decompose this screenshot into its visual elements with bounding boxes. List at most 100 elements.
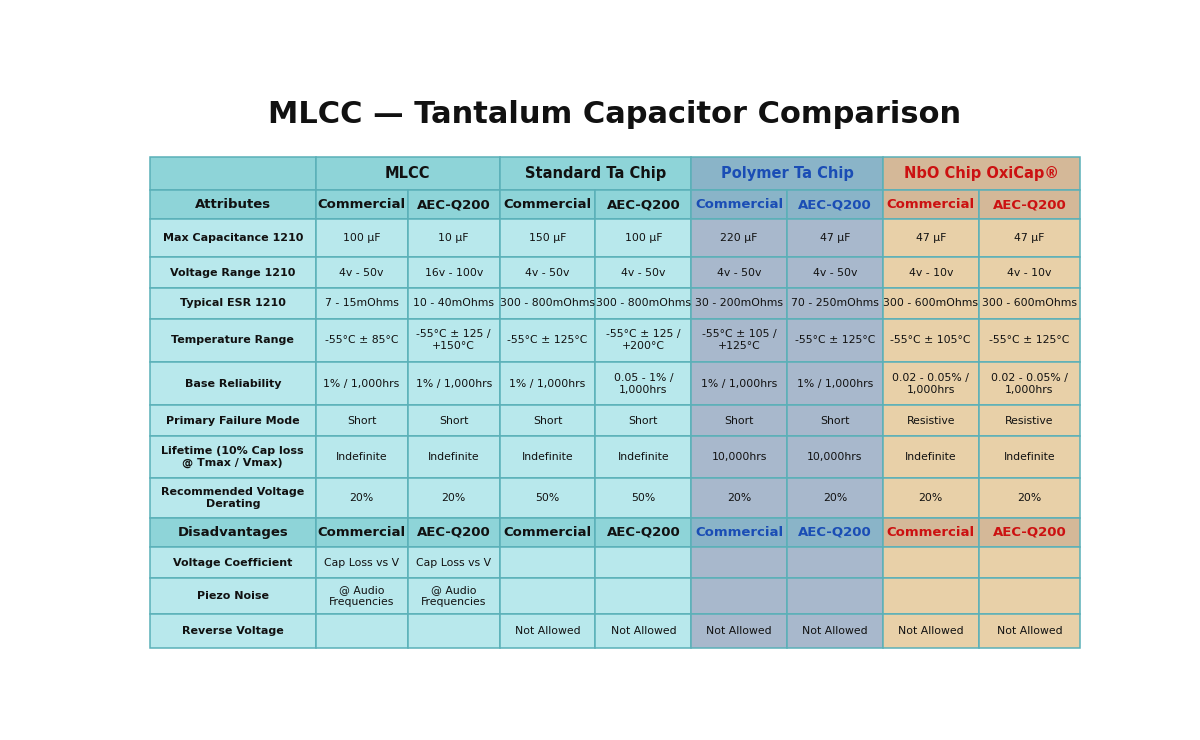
Text: Lifetime (10% Cap loss
@ Tmax / Vmax): Lifetime (10% Cap loss @ Tmax / Vmax) — [162, 445, 304, 468]
Text: 20%: 20% — [919, 493, 943, 502]
Bar — [691, 406, 787, 436]
Bar — [316, 517, 408, 547]
Bar — [316, 614, 408, 648]
Bar — [979, 258, 1080, 288]
Bar — [691, 478, 787, 517]
Text: AEC-Q200: AEC-Q200 — [992, 526, 1066, 539]
Text: 10,000hrs: 10,000hrs — [808, 452, 863, 462]
Bar — [499, 517, 595, 547]
Bar — [595, 578, 691, 614]
Text: 7 - 15mOhms: 7 - 15mOhms — [325, 298, 398, 309]
Bar — [787, 614, 883, 648]
Text: Not Allowed: Not Allowed — [707, 626, 772, 636]
Text: Indefinite: Indefinite — [336, 452, 388, 462]
Text: MLCC — Tantalum Capacitor Comparison: MLCC — Tantalum Capacitor Comparison — [269, 100, 961, 129]
Text: 4v - 10v: 4v - 10v — [1007, 268, 1051, 278]
Bar — [883, 157, 1080, 189]
Bar — [787, 189, 883, 219]
Text: Not Allowed: Not Allowed — [996, 626, 1062, 636]
Bar — [595, 362, 691, 406]
Text: 4v - 50v: 4v - 50v — [622, 268, 666, 278]
Bar — [595, 406, 691, 436]
Bar — [787, 517, 883, 547]
Text: AEC-Q200: AEC-Q200 — [606, 526, 680, 539]
Bar — [316, 362, 408, 406]
Bar — [408, 319, 499, 362]
Bar — [883, 288, 979, 319]
Bar — [691, 258, 787, 288]
Text: 1% / 1,000hrs: 1% / 1,000hrs — [510, 379, 586, 388]
Text: 20%: 20% — [349, 493, 373, 502]
Bar — [316, 157, 499, 189]
Bar — [408, 517, 499, 547]
Text: NbO Chip OxiCap®: NbO Chip OxiCap® — [904, 166, 1058, 181]
Text: 300 - 600mOhms: 300 - 600mOhms — [982, 298, 1076, 309]
Text: Short: Short — [725, 416, 754, 426]
Bar — [979, 288, 1080, 319]
Bar — [787, 319, 883, 362]
Text: 10 - 40mOhms: 10 - 40mOhms — [413, 298, 494, 309]
Bar — [787, 362, 883, 406]
Text: Recommended Voltage
Derating: Recommended Voltage Derating — [161, 487, 305, 508]
Bar — [595, 436, 691, 478]
Text: Not Allowed: Not Allowed — [802, 626, 868, 636]
Bar — [595, 189, 691, 219]
Bar — [316, 578, 408, 614]
Text: Short: Short — [439, 416, 468, 426]
Bar — [883, 547, 979, 578]
Bar — [499, 157, 691, 189]
Bar — [499, 436, 595, 478]
Text: 4v - 10v: 4v - 10v — [908, 268, 953, 278]
Text: -55°C ± 125°C: -55°C ± 125°C — [989, 335, 1069, 346]
Text: 70 - 250mOhms: 70 - 250mOhms — [791, 298, 878, 309]
Text: 20%: 20% — [727, 493, 751, 502]
Bar — [316, 288, 408, 319]
Text: Resistive: Resistive — [1006, 416, 1054, 426]
Text: Commercial: Commercial — [695, 526, 784, 539]
Bar — [787, 406, 883, 436]
Text: Indefinite: Indefinite — [618, 452, 670, 462]
Text: 10 μF: 10 μF — [438, 233, 469, 243]
Text: 1% / 1,000hrs: 1% / 1,000hrs — [324, 379, 400, 388]
Text: Commercial: Commercial — [695, 198, 784, 211]
Text: 1% / 1,000hrs: 1% / 1,000hrs — [415, 379, 492, 388]
Bar — [150, 219, 316, 258]
Bar — [691, 362, 787, 406]
Text: 1% / 1,000hrs: 1% / 1,000hrs — [797, 379, 874, 388]
Bar — [150, 258, 316, 288]
Text: 4v - 50v: 4v - 50v — [340, 268, 384, 278]
Bar — [408, 362, 499, 406]
Bar — [883, 578, 979, 614]
Text: Commercial: Commercial — [318, 198, 406, 211]
Text: @ Audio
Frequencies: @ Audio Frequencies — [329, 585, 395, 607]
Bar — [787, 258, 883, 288]
Bar — [316, 406, 408, 436]
Bar — [408, 578, 499, 614]
Text: 0.02 - 0.05% /
1,000hrs: 0.02 - 0.05% / 1,000hrs — [991, 373, 1068, 394]
Bar — [408, 614, 499, 648]
Text: Short: Short — [347, 416, 377, 426]
Bar — [595, 614, 691, 648]
Text: Commercial: Commercial — [318, 526, 406, 539]
Text: Commercial: Commercial — [887, 198, 974, 211]
Text: -55°C ± 105°C: -55°C ± 105°C — [890, 335, 971, 346]
Bar — [316, 319, 408, 362]
Text: 20%: 20% — [823, 493, 847, 502]
Text: 47 μF: 47 μF — [1014, 233, 1044, 243]
Text: Indefinite: Indefinite — [1003, 452, 1055, 462]
Bar — [150, 406, 316, 436]
Bar — [883, 189, 979, 219]
Bar — [691, 288, 787, 319]
Bar — [499, 406, 595, 436]
Text: AEC-Q200: AEC-Q200 — [606, 198, 680, 211]
Bar — [408, 258, 499, 288]
Text: 100 μF: 100 μF — [625, 233, 662, 243]
Bar — [883, 436, 979, 478]
Bar — [408, 478, 499, 517]
Bar — [691, 578, 787, 614]
Bar — [691, 436, 787, 478]
Bar — [595, 288, 691, 319]
Bar — [979, 189, 1080, 219]
Bar — [150, 319, 316, 362]
Text: Short: Short — [629, 416, 658, 426]
